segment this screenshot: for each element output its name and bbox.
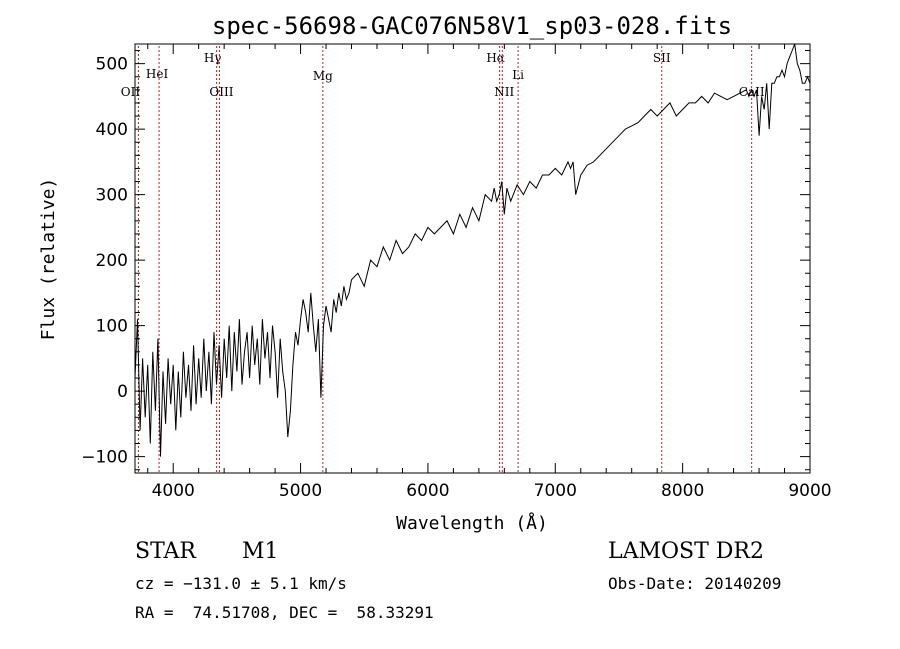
cz-readout: cz = −131.0 ± 5.1 km/s bbox=[135, 574, 347, 593]
spectral-line-label: Hγ bbox=[204, 51, 222, 65]
object-type: STAR bbox=[135, 539, 196, 564]
spectral-line-label: HeI bbox=[146, 67, 169, 81]
y-tick-label: −100 bbox=[81, 448, 128, 468]
y-axis-label: Flux (relative) bbox=[38, 178, 59, 341]
chart-title: spec-56698-GAC076N58V1_sp03-028.fits bbox=[212, 12, 732, 40]
y-tick-label: 500 bbox=[96, 55, 128, 75]
x-tick-label: 8000 bbox=[661, 481, 704, 501]
spectral-line-label: Li bbox=[512, 68, 524, 82]
spectral-line-label: Mg bbox=[313, 69, 333, 83]
plot-frame bbox=[134, 43, 811, 474]
spectral-line-label: OIII bbox=[209, 85, 233, 99]
y-tick-label: 100 bbox=[96, 317, 128, 337]
obs-date: Obs-Date: 20140209 bbox=[608, 574, 782, 593]
spectral-line-label: OII bbox=[121, 85, 141, 99]
y-tick-label: 400 bbox=[96, 120, 128, 140]
ra-dec-readout: RA = 74.51708, DEC = 58.33291 bbox=[135, 603, 434, 622]
x-axis-label: Wavelength (Å) bbox=[396, 512, 548, 534]
y-tick-label: 300 bbox=[96, 186, 128, 206]
y-tick-label: 200 bbox=[96, 251, 128, 271]
axes: 4000 5000 6000 7000 8000 9000 −100 0 100 200 300 40… bbox=[81, 44, 832, 501]
object-subclass: M1 bbox=[242, 539, 279, 564]
spectrum-line bbox=[134, 43, 811, 457]
y-tick-label: 0 bbox=[117, 382, 128, 402]
spectral-line-label: NII bbox=[494, 85, 514, 99]
x-tick-label: 9000 bbox=[788, 481, 831, 501]
spectral-line-label: Hα bbox=[486, 51, 505, 65]
x-tick-label: 5000 bbox=[279, 481, 322, 501]
survey-name: LAMOST DR2 bbox=[608, 539, 764, 564]
x-tick-label: 6000 bbox=[406, 481, 449, 501]
x-tick-label: 7000 bbox=[534, 481, 577, 501]
spectral-line-label: SII bbox=[653, 51, 671, 65]
x-tick-label: 4000 bbox=[152, 481, 195, 501]
